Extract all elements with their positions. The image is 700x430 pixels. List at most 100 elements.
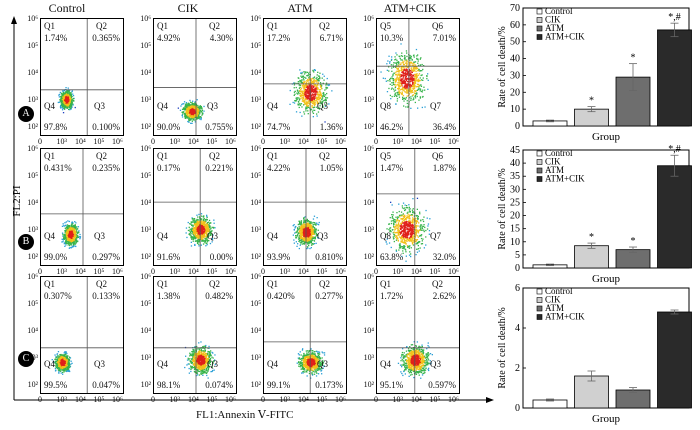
event-dot <box>301 106 302 107</box>
event-dot <box>404 57 405 58</box>
event-dot <box>64 246 65 247</box>
event-dot <box>300 105 301 106</box>
event-dot <box>402 69 403 70</box>
event-dot <box>196 226 197 227</box>
y-tick-label: 10³ <box>358 95 374 104</box>
event-dot <box>300 80 301 81</box>
event-dot <box>391 76 392 77</box>
event-dot <box>403 95 404 96</box>
event-dot <box>76 242 77 243</box>
event-dot <box>313 71 314 72</box>
event-dot <box>203 106 204 107</box>
event-dot <box>307 107 308 108</box>
event-dot <box>393 84 394 85</box>
event-dot <box>387 60 388 61</box>
event-dot <box>314 89 315 90</box>
event-dot <box>68 242 69 243</box>
event-dot <box>409 75 410 76</box>
event-dot <box>311 223 312 224</box>
event-dot <box>304 86 305 87</box>
event-dot <box>59 96 60 97</box>
event-dot <box>407 107 408 108</box>
event-dot <box>396 60 397 61</box>
event-dot <box>315 223 316 224</box>
event-dot <box>300 242 301 243</box>
y-tick-label: 10² <box>22 252 38 261</box>
y-tick-label: 10² <box>135 252 151 261</box>
event-dot <box>188 120 189 121</box>
event-dot <box>214 227 215 228</box>
event-dot <box>319 76 320 77</box>
event-dot <box>307 223 308 224</box>
event-dot <box>69 242 70 243</box>
x-tick-label: 10⁴ <box>298 137 309 146</box>
event-dot <box>410 81 411 82</box>
event-dot <box>325 84 326 85</box>
event-dot <box>320 92 321 93</box>
event-dot <box>411 69 412 70</box>
event-dot <box>392 96 393 97</box>
event-dot <box>72 239 73 240</box>
event-dot <box>410 108 411 109</box>
event-dot <box>311 244 312 245</box>
event-dot <box>201 226 202 227</box>
event-dot <box>297 227 298 228</box>
event-dot <box>311 239 312 240</box>
event-dot <box>313 103 314 104</box>
event-dot <box>212 227 213 228</box>
event-dot <box>307 219 308 220</box>
event-dot <box>299 99 300 100</box>
quadrant-value-lower-left: 99.0% <box>44 253 67 262</box>
event-dot <box>63 94 64 95</box>
event-dot <box>390 98 391 99</box>
quadrant-value-lower-right: 36.4% <box>433 123 456 132</box>
event-dot <box>317 72 318 73</box>
event-dot <box>304 77 305 78</box>
event-dot <box>189 109 190 110</box>
event-dot <box>191 115 192 116</box>
event-dot <box>206 227 207 228</box>
event-dot <box>69 92 70 93</box>
event-dot <box>296 87 297 88</box>
event-dot <box>305 86 306 87</box>
event-dot <box>301 88 302 89</box>
event-dot <box>422 90 423 91</box>
event-dot <box>407 84 408 85</box>
event-dot <box>65 230 66 231</box>
event-dot <box>290 90 291 91</box>
event-dot <box>61 100 62 101</box>
event-dot <box>415 102 416 103</box>
quadrant-name-lower-left: Q4 <box>157 232 168 241</box>
event-dot <box>314 222 315 223</box>
quadrant-value-upper-left: 17.2% <box>267 34 290 43</box>
event-dot <box>194 235 195 236</box>
event-dot <box>71 224 72 225</box>
event-dot <box>385 78 386 79</box>
quadrant-value-upper-left: 10.3% <box>380 34 403 43</box>
event-dot <box>62 241 63 242</box>
event-dot <box>64 234 65 235</box>
event-dot <box>315 238 316 239</box>
event-dot <box>74 221 75 222</box>
event-dot <box>399 84 400 85</box>
event-dot <box>300 73 301 74</box>
event-dot <box>66 96 67 97</box>
event-dot <box>413 99 414 100</box>
event-dot <box>407 71 408 72</box>
event-dot <box>305 107 306 108</box>
event-dot <box>391 89 392 90</box>
event-dot <box>402 59 403 60</box>
event-dot <box>316 113 317 114</box>
y-tick-label: 10² <box>135 122 151 131</box>
quadrant-value-upper-right: 0.221% <box>205 164 233 173</box>
event-dot <box>303 222 304 223</box>
event-dot <box>391 71 392 72</box>
event-dot <box>298 97 299 98</box>
y-tick-label: 10⁶ <box>135 14 151 23</box>
event-dot <box>183 108 184 109</box>
event-dot <box>182 109 183 110</box>
event-dot <box>397 75 398 76</box>
event-dot <box>320 85 321 86</box>
event-dot <box>318 96 319 97</box>
